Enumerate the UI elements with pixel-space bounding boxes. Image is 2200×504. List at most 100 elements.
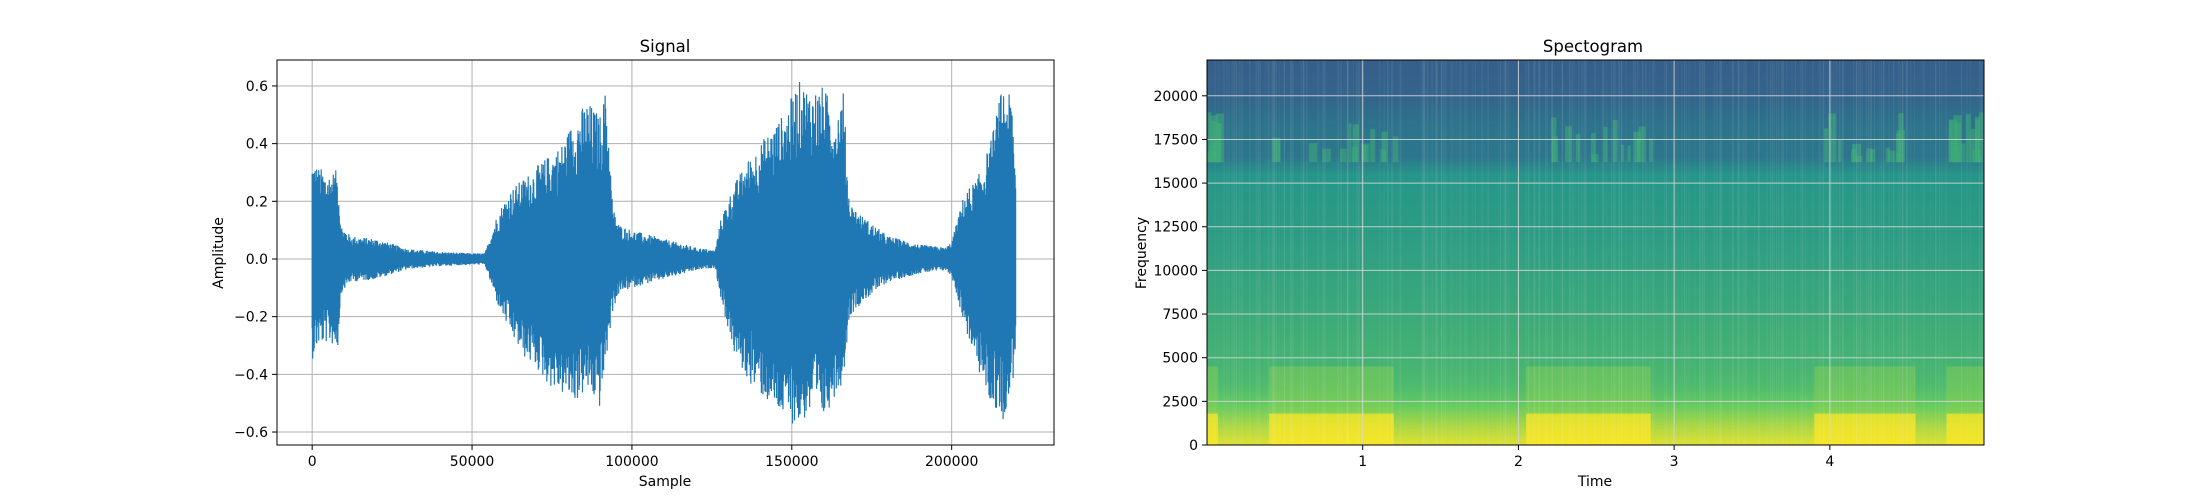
spectrogram-high-band-streak [1824, 128, 1829, 163]
spectrogram-texture-line [1618, 60, 1620, 445]
spectrogram-texture-line [1259, 60, 1261, 445]
spectrogram-texture-line [1610, 60, 1613, 445]
spectrogram-texture-line [1941, 60, 1943, 445]
spectrogram-texture-line [1561, 60, 1563, 445]
spectrogram-texture-line [1472, 60, 1474, 445]
spectrogram-texture-line [1399, 60, 1400, 445]
spectrogram-texture-line [1732, 60, 1734, 445]
spectrogram-texture-line [1318, 60, 1320, 445]
spectrogram-texture-line [1347, 60, 1349, 445]
spectrogram-texture-line [1421, 60, 1423, 445]
spectrogram-texture-line [1214, 60, 1216, 445]
spectrogram-texture-line [1234, 60, 1236, 445]
spectrogram-texture-line [1923, 60, 1925, 445]
spectrogram-texture-line [1858, 60, 1860, 445]
spectrogram-texture-line [1899, 60, 1901, 445]
spectrogram-texture-line [1758, 60, 1760, 445]
spectrogram-texture-line [1921, 60, 1922, 445]
spectrogram-texture-line [1800, 60, 1801, 445]
spectrogram-high-band-streak [1851, 149, 1857, 163]
spectrogram-texture-line [1878, 60, 1880, 445]
spectrogram-y-tick-label: 5000 [1162, 351, 1198, 367]
spectrogram-y-tick-label: 2500 [1162, 394, 1198, 410]
spectrogram-y-tick-label: 20000 [1153, 89, 1198, 105]
spectrogram-texture-line [1450, 60, 1452, 445]
spectrogram-texture-line [1636, 60, 1639, 445]
spectrogram-texture-line [1684, 60, 1686, 445]
spectrogram-texture-line [1443, 60, 1444, 445]
spectrogram-texture-line [1356, 60, 1358, 445]
spectrogram-texture-line [1361, 60, 1363, 445]
spectrogram-high-band-streak [1352, 124, 1359, 163]
spectrogram-texture-line [1226, 60, 1228, 445]
spectrogram-texture-line [1613, 60, 1615, 445]
spectrogram-texture-line [1290, 60, 1292, 445]
spectrogram-high-band-streak [1972, 149, 1981, 163]
spectrogram-texture-line [1893, 60, 1895, 445]
spectrogram-texture-line [1841, 60, 1844, 445]
spectrogram-texture-line [1584, 60, 1586, 445]
spectrogram-texture-line [1780, 60, 1783, 445]
spectrogram-texture-line [1379, 60, 1381, 445]
spectrogram-texture-line [1603, 60, 1604, 445]
spectrogram-texture-line [1906, 60, 1908, 445]
spectrogram-texture-line [1487, 60, 1489, 445]
spectrogram-texture-line [1466, 60, 1468, 445]
signal-x-ticks: 0 50000 100000 150000 200000 [308, 445, 978, 470]
spectrogram-low-band-burst [1269, 413, 1394, 445]
spectrogram-texture-line [1676, 60, 1678, 445]
spectrogram-texture-line [1621, 60, 1623, 445]
spectrogram-texture-line [1766, 60, 1768, 445]
spectrogram-texture-line [1273, 60, 1275, 445]
spectrogram-high-band-streak [1852, 143, 1862, 163]
spectrogram-texture-line [1782, 60, 1784, 445]
spectrogram-texture-line [1482, 60, 1484, 445]
spectrogram-texture-line [1435, 60, 1437, 445]
signal-x-tick-label: 200000 [925, 454, 978, 470]
spectrogram-texture-line [1546, 60, 1548, 445]
spectrogram-high-band-streak [1828, 113, 1837, 163]
spectrogram-texture-line [1938, 60, 1940, 445]
spectrogram-texture-line [1653, 60, 1655, 445]
spectrogram-high-band-streak [1885, 147, 1890, 163]
spectrogram-texture-line [1870, 60, 1872, 445]
spectrogram-texture-line [1695, 60, 1696, 445]
spectrogram-high-band-streak [1603, 126, 1608, 163]
spectrogram-texture-line [1865, 60, 1867, 445]
spectrogram-texture-line [1290, 60, 1292, 445]
spectrogram-texture-line [1775, 60, 1778, 445]
spectrogram-axes-frame [1206, 59, 1985, 446]
spectrogram-texture-line [1423, 60, 1425, 445]
spectrogram-high-band-streak [1612, 119, 1618, 163]
spectrogram-texture-line [1898, 60, 1899, 445]
spectrogram-x-tick-label: 1 [1358, 454, 1367, 470]
spectrogram-high-band-streak [1322, 148, 1331, 163]
spectrogram-texture-line [1498, 60, 1499, 445]
spectrogram-texture-line [1275, 60, 1277, 445]
spectrogram-high-band-streak [1565, 126, 1572, 163]
spectrogram-texture-line [1856, 60, 1858, 445]
spectrogram-high-band-streak [1591, 133, 1596, 163]
signal-y-tick-label: −0.6 [234, 425, 268, 441]
spectrogram-high-band-streak [1575, 134, 1581, 163]
spectrogram-texture-line [1240, 60, 1242, 445]
spectrogram-texture-line [1699, 60, 1701, 445]
spectrogram-texture-line [1853, 60, 1855, 445]
spectrogram-high-band-streak [1207, 112, 1212, 163]
spectrogram-texture-line [1387, 60, 1389, 445]
spectrogram-texture-line [1534, 60, 1536, 445]
spectrogram-texture-line [1873, 60, 1876, 445]
spectrogram-texture-line [1772, 60, 1774, 445]
spectrogram-texture-line [1574, 60, 1575, 445]
spectrogram-texture-line [1534, 60, 1536, 445]
signal-x-label: Sample [639, 474, 692, 490]
spectrogram-texture-line [1538, 60, 1540, 445]
spectrogram-texture-line [1786, 60, 1788, 445]
spectrogram-texture-line [1232, 60, 1234, 445]
spectrogram-high-band-streak [1348, 123, 1352, 163]
spectrogram-high-band-streak [1271, 137, 1281, 163]
spectrogram-texture-line [1481, 60, 1483, 445]
signal-y-tick-label: 0.6 [246, 79, 268, 95]
spectrogram-low-band-burst [1207, 413, 1218, 445]
